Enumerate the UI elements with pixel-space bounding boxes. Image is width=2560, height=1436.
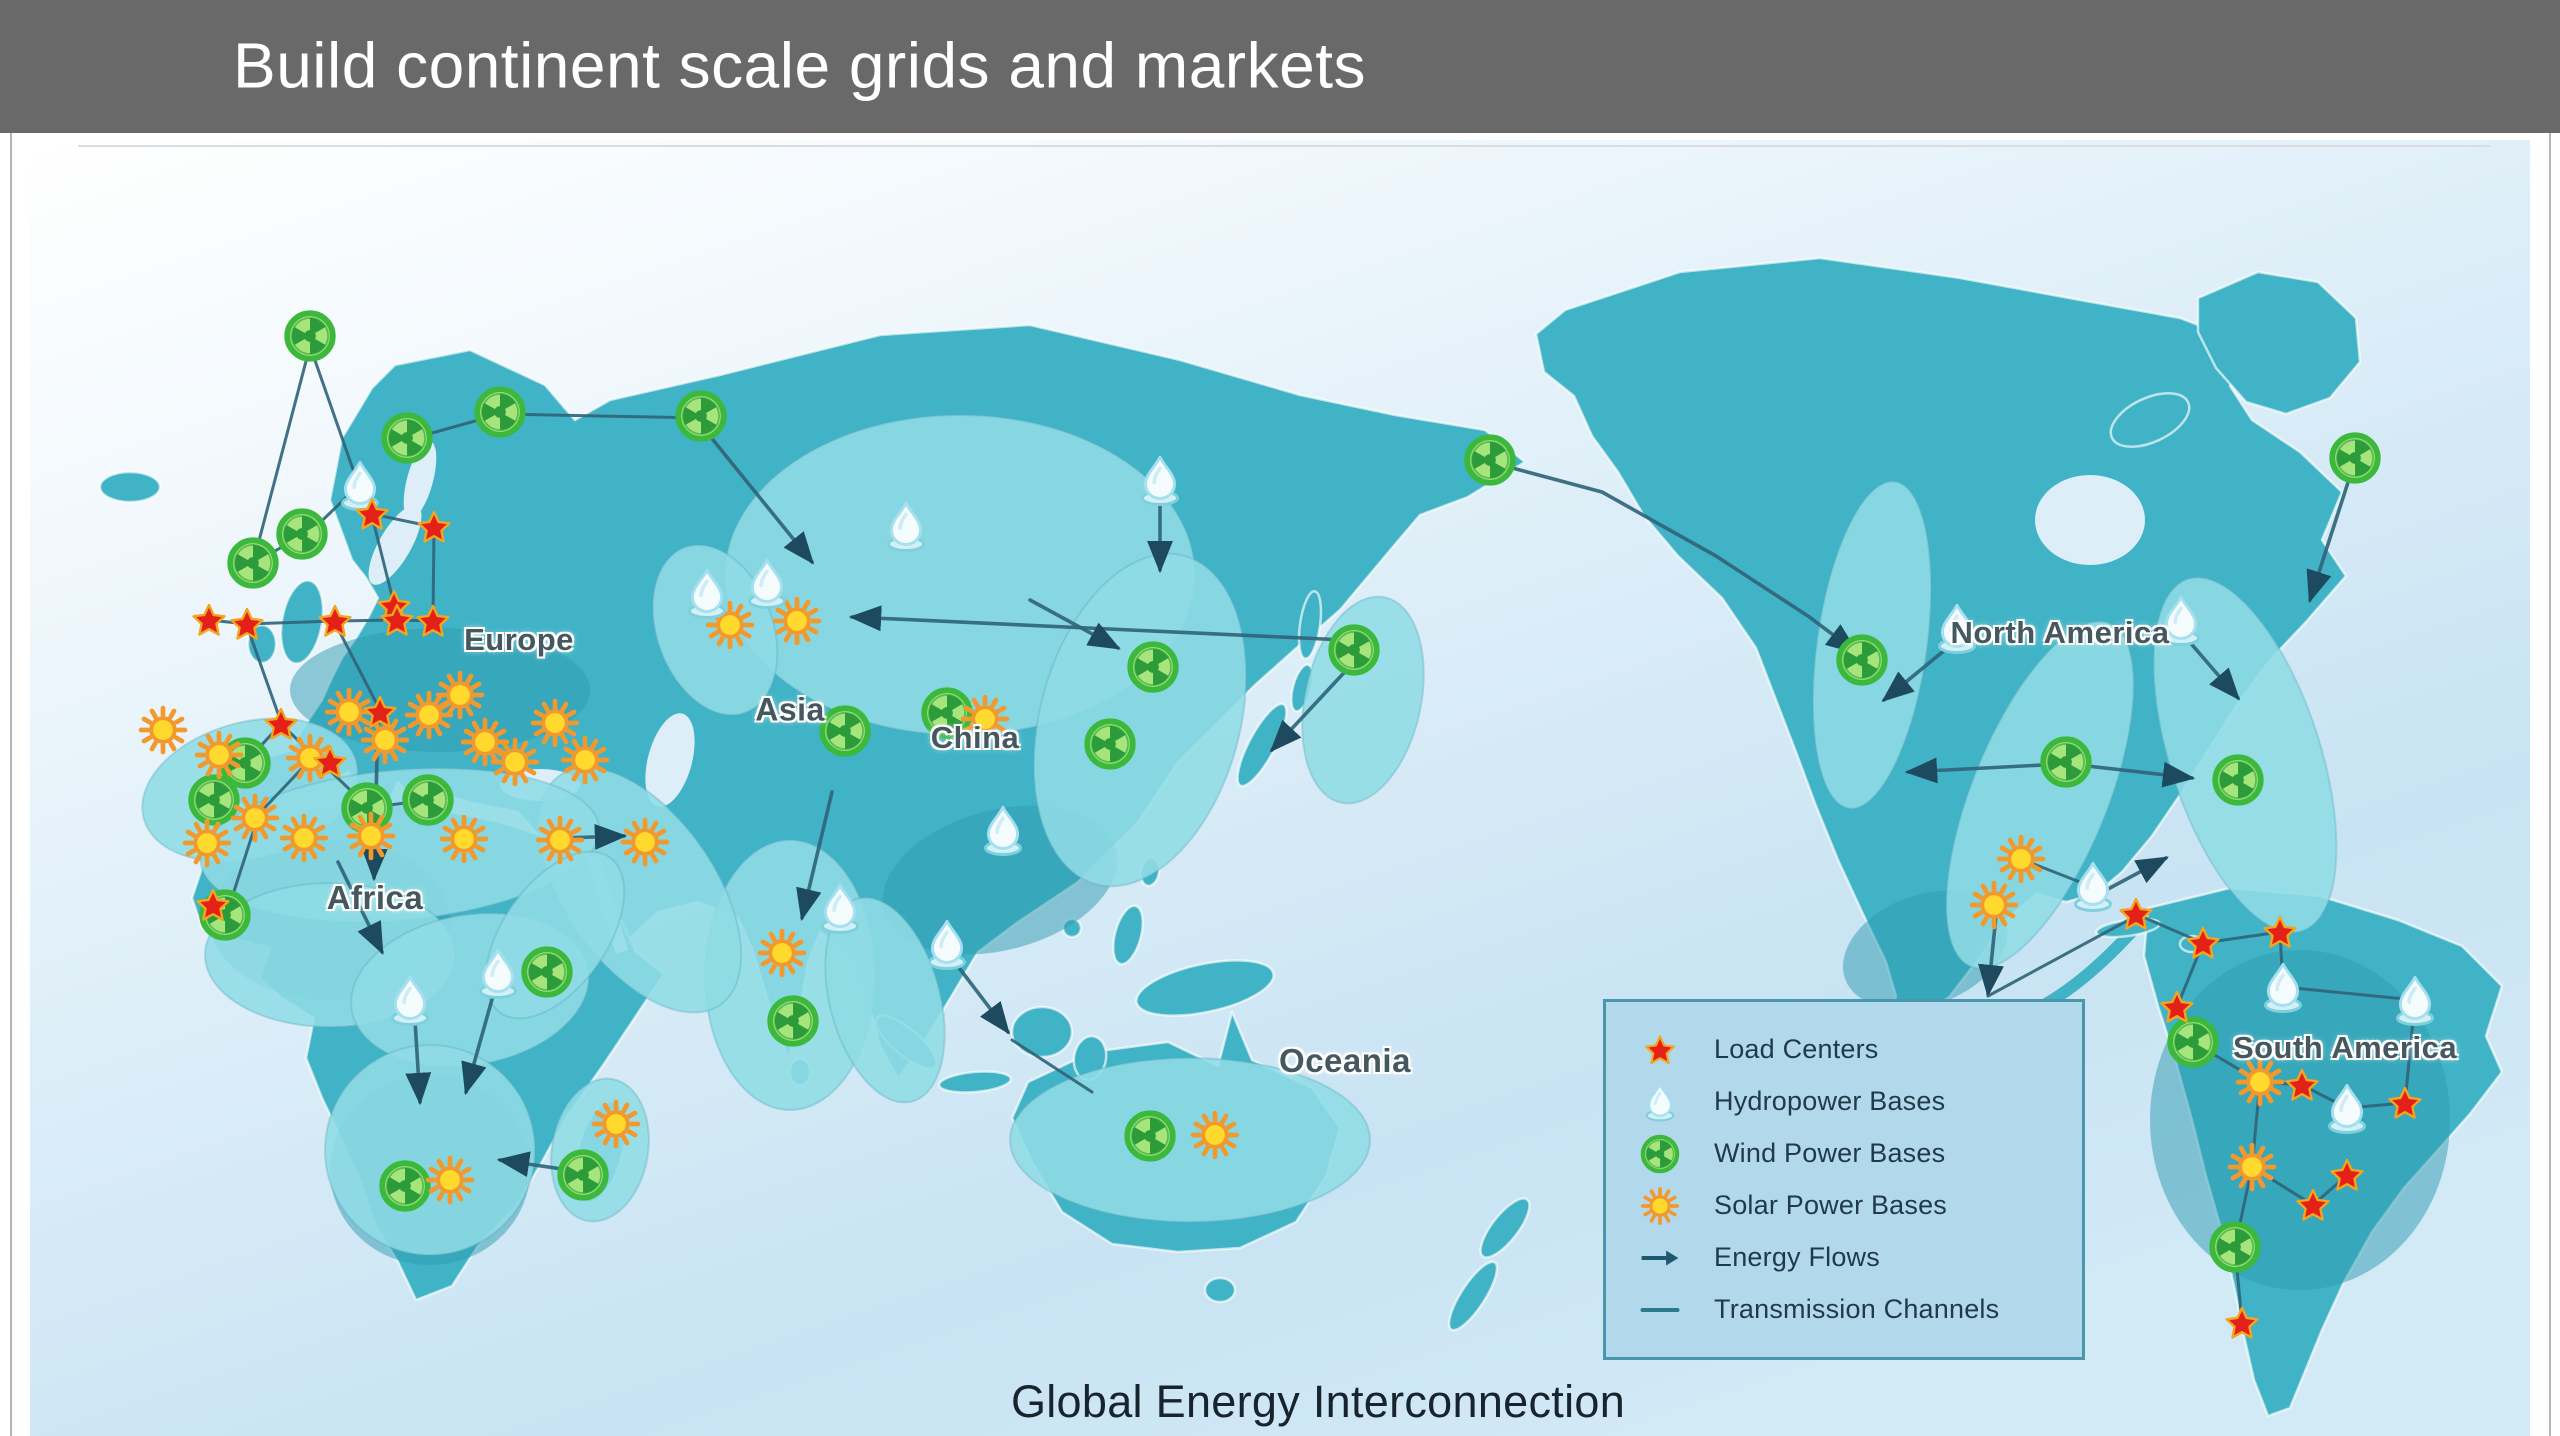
hydropower-drop-icon [1606,1081,1714,1123]
flow-arrow-icon [1606,1237,1714,1279]
legend-item-label: Transmission Channels [1714,1294,2000,1324]
energy-flow-line [1904,757,2064,784]
transmission-line [308,344,358,480]
energy-flow-line [796,790,834,922]
slide-edge-left [10,133,12,1436]
map-caption: Global Energy Interconnection [1010,1376,1626,1427]
legend-item-label: Load Centers [1714,1034,1879,1064]
energy-flow-line [703,428,815,565]
slide-title: Build continent scale grids and markets [233,29,1366,102]
energy-flow-line [1488,460,1859,654]
legend: Load Centers Hydropower Bases Wind Power… [1603,999,2085,1360]
transmission-line [245,624,283,724]
resource-zone [324,1044,536,1256]
energy-flow-line [2306,468,2354,604]
legend-item-label: Energy Flows [1714,1242,1880,1272]
legend-item-wind-power-bases: Wind Power Bases [1606,1128,2082,1180]
load-center-star-icon [1606,1033,1714,1067]
transmission-line [253,344,312,558]
energy-flow-line [1028,598,1121,650]
resource-zone [1009,1057,1371,1223]
transmission-line [2281,985,2417,1002]
legend-item-label: Solar Power Bases [1714,1190,1948,1220]
legend-item-hydropower-bases: Hydropower Bases [1606,1076,2082,1128]
legend-item-label: Wind Power Bases [1714,1138,1946,1168]
energy-flow-line [560,823,628,850]
energy-flow-line [1269,660,1356,753]
transmission-line-icon [1606,1289,1714,1331]
transmission-line [1986,914,2138,998]
transmission-line [1010,1038,1094,1094]
header-bar: Build continent scale grids and markets [0,0,2560,133]
transmission-line [498,412,703,420]
transmission-line [395,618,435,623]
transmission-line [431,527,436,621]
slide-edge-right [2549,133,2551,1436]
transmission-line [370,514,396,606]
legend-item-energy-flows: Energy Flows [1606,1232,2082,1284]
transmission-line [333,618,399,623]
legend-item-solar-power-bases: Solar Power Bases [1606,1180,2082,1232]
landmass-greenland [2196,270,2362,416]
legend-item-label: Hydropower Bases [1714,1086,1946,1116]
energy-flow-line [336,860,384,955]
sun-icon [1606,1185,1714,1227]
wind-turbine-icon [1606,1133,1714,1175]
legend-item-transmission-channels: Transmission Channels [1606,1284,2082,1336]
resource-zone [484,850,626,1020]
legend-item-load-centers: Load Centers [1606,1024,2082,1076]
